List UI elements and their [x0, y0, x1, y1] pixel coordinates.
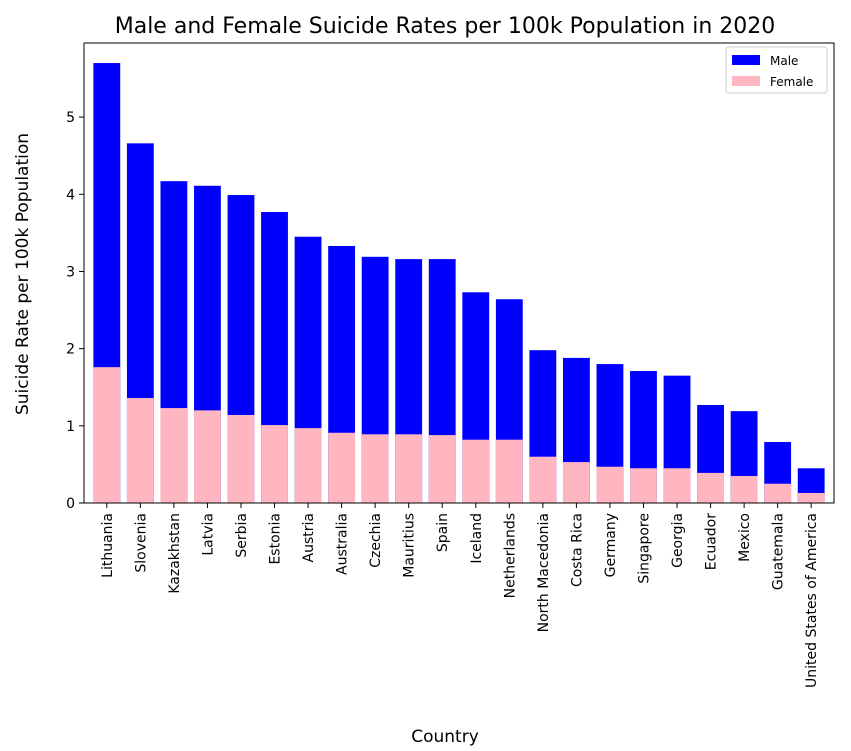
y-tick-label: 0: [66, 496, 75, 512]
x-tick-label: Australia: [335, 513, 351, 575]
x-tick-label: Czechia: [368, 513, 384, 568]
x-tick-label: United States of America: [804, 513, 820, 688]
x-tick-label: North Macedonia: [536, 513, 552, 632]
bar: [160, 408, 188, 503]
bar: [529, 456, 557, 503]
plot-frame: [83, 42, 835, 504]
bar: [730, 475, 758, 503]
bar: [93, 367, 121, 503]
x-axis-label: Country: [411, 727, 479, 747]
y-tick-label: 2: [66, 342, 75, 358]
bar: [261, 425, 288, 503]
bar: [126, 398, 154, 503]
x-tick-label: Mexico: [737, 513, 753, 562]
bar: [361, 434, 389, 503]
x-tick-label: Netherlands: [502, 513, 518, 598]
x-tick-label: Ecuador: [704, 513, 720, 570]
bar: [797, 492, 825, 503]
x-tick-label: Kazakhstan: [167, 513, 183, 594]
x-tick-label: Singapore: [636, 513, 652, 584]
x-tick-label: Serbia: [234, 513, 250, 558]
x-tick-label: Iceland: [469, 513, 485, 564]
bar: [630, 468, 657, 503]
legend-swatch: [732, 55, 760, 65]
bar: [227, 415, 255, 503]
x-tick-label: Germany: [603, 513, 619, 577]
x-tick-label: Guatemala: [771, 513, 787, 590]
bar: [194, 410, 221, 503]
bar: [395, 434, 423, 503]
x-tick-label: Georgia: [670, 513, 686, 568]
legend-label: Female: [770, 75, 813, 89]
chart-title: Male and Female Suicide Rates per 100k P…: [115, 14, 776, 39]
legend-label: Male: [770, 54, 798, 68]
bar: [328, 432, 356, 503]
y-tick-label: 5: [66, 110, 75, 126]
x-tick-label: Mauritius: [402, 513, 418, 578]
bar: [764, 483, 792, 503]
x-tick-label: Latvia: [200, 513, 216, 556]
bar: [697, 472, 724, 503]
y-tick-label: 4: [66, 187, 75, 203]
x-tick-label: Spain: [435, 513, 451, 552]
x-tick-label: Austria: [301, 513, 317, 562]
legend-swatch: [732, 76, 760, 86]
x-tick-label: Estonia: [268, 513, 284, 565]
x-tick-label: Costa Rica: [569, 513, 585, 587]
x-tick-label: Slovenia: [133, 513, 149, 573]
bar: [294, 428, 322, 503]
bar: [428, 435, 456, 503]
y-axis-label: Suicide Rate per 100k Population: [13, 133, 33, 415]
y-tick-label: 3: [66, 264, 75, 280]
bar: [596, 466, 624, 503]
x-tick-label: Lithuania: [100, 513, 116, 578]
bar: [495, 439, 523, 503]
bar: [462, 439, 490, 503]
bar: [663, 468, 691, 503]
bar: [562, 462, 590, 503]
y-tick-label: 1: [66, 419, 75, 435]
